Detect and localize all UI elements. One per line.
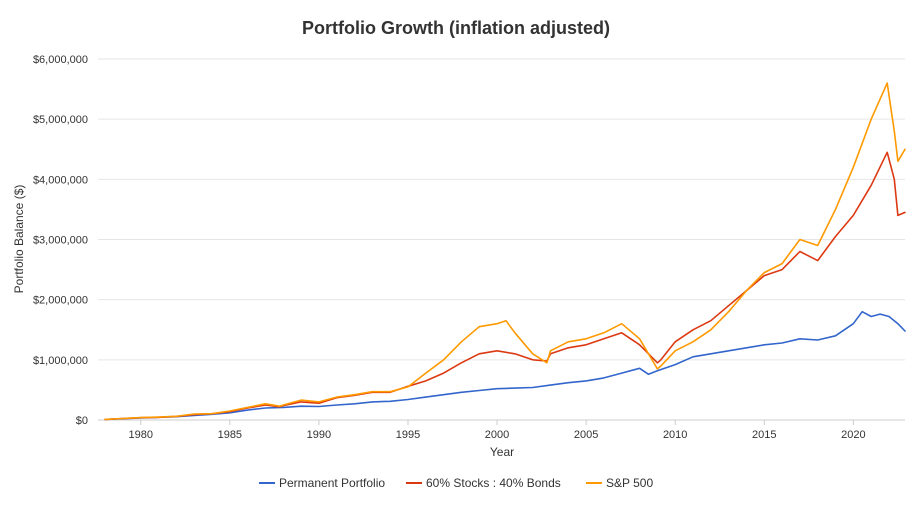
y-axis-ticks: $0 $1,000,000 $2,000,000 $3,000,000 $4,000,0… (33, 54, 88, 427)
x-tick-label: 1990 (307, 429, 331, 441)
x-tick-label: 2000 (485, 429, 509, 441)
x-tick-label: 1985 (218, 429, 242, 441)
x-tick-label: 2005 (574, 429, 598, 441)
y-tick-label: $6,000,000 (33, 54, 88, 66)
legend-item[interactable]: 60% Stocks : 40% Bonds (406, 476, 561, 490)
x-axis-ticks: 1980 1985 1990 1995 2000 2005 2010 2015 2020 (129, 420, 866, 441)
series-lines (104, 82, 906, 421)
legend-item[interactable]: S&P 500 (586, 476, 653, 490)
y-tick-label: $5,000,000 (33, 114, 88, 126)
chart-title: Portfolio Growth (inflation adjusted) (302, 18, 610, 38)
x-tick-label: 2015 (752, 429, 776, 441)
y-tick-label: $2,000,000 (33, 295, 88, 307)
gridlines (98, 58, 905, 421)
y-tick-label: $0 (76, 415, 88, 427)
y-axis-title: Portfolio Balance ($) (12, 185, 26, 294)
legend-label: Permanent Portfolio (279, 476, 385, 490)
legend: Permanent Portfolio 60% Stocks : 40% Bond… (259, 476, 653, 490)
y-tick-label: $1,000,000 (33, 355, 88, 367)
legend-item[interactable]: Permanent Portfolio (259, 476, 385, 490)
y-tick-label: $3,000,000 (33, 235, 88, 247)
series-line-3 (104, 82, 906, 421)
series-line-2 (104, 151, 906, 421)
x-tick-label: 1980 (129, 429, 153, 441)
series-line-1 (104, 310, 906, 421)
x-tick-label: 1995 (396, 429, 420, 441)
legend-label: S&P 500 (606, 476, 653, 490)
x-tick-label: 2020 (841, 429, 865, 441)
x-tick-label: 2010 (663, 429, 687, 441)
x-axis-title: Year (490, 445, 514, 459)
y-tick-label: $4,000,000 (33, 174, 88, 186)
legend-label: 60% Stocks : 40% Bonds (426, 476, 561, 490)
